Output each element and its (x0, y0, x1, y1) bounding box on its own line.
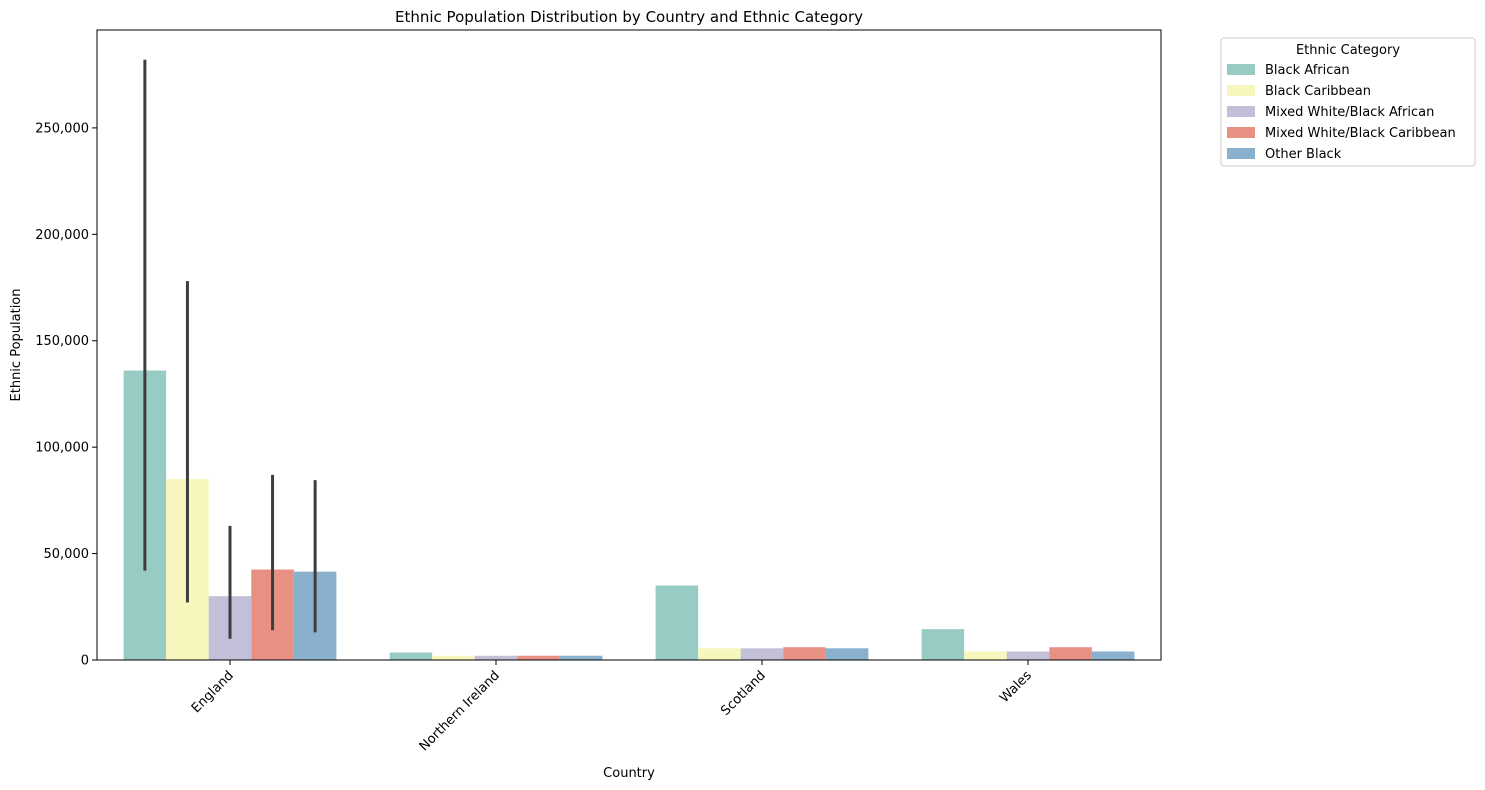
bar (474, 655, 518, 660)
x-tick-label: Wales (997, 668, 1035, 706)
y-tick-label: 200,000 (35, 228, 89, 243)
bar (1006, 651, 1050, 660)
x-axis-label: Country (603, 766, 655, 781)
bar (559, 655, 603, 660)
y-tick-label: 100,000 (35, 441, 89, 456)
y-tick-label: 150,000 (35, 334, 89, 349)
legend-frame (1220, 37, 1476, 167)
bar (389, 652, 433, 660)
legend-label: Black Caribbean (1265, 84, 1371, 99)
bar (517, 655, 560, 660)
bar (825, 648, 869, 660)
bar (783, 647, 826, 660)
legend-swatch (1227, 148, 1255, 159)
legend-title: Ethnic Category (1296, 43, 1400, 58)
chart-title: Ethnic Population Distribution by Countr… (395, 8, 863, 26)
legend-swatch (1227, 106, 1255, 117)
bar (698, 648, 741, 660)
legend-label: Other Black (1265, 147, 1342, 162)
y-tick-label: 50,000 (44, 547, 90, 562)
legend-label: Black African (1265, 63, 1350, 78)
legend-swatch (1227, 85, 1255, 96)
x-tick-label: Northern Ireland (417, 668, 503, 754)
plot-frame (96, 29, 1162, 661)
y-tick-label: 0 (81, 654, 89, 669)
legend-label: Mixed White/Black African (1265, 105, 1434, 120)
y-axis-label: Ethnic Population (9, 289, 24, 402)
legend-items: Black African Black Caribbean Mixed White/… (1227, 63, 1456, 162)
y-tick-label: 250,000 (35, 121, 89, 136)
bar (921, 629, 965, 660)
bar (432, 655, 475, 660)
bar (1091, 651, 1135, 660)
bar (964, 651, 1007, 660)
x-tick-label: England (189, 668, 237, 716)
legend: Ethnic Category Black African Black Carib… (1220, 37, 1476, 167)
bar (740, 648, 784, 660)
bars-layer (123, 370, 1135, 660)
error-bars-layer (143, 59, 317, 639)
bar (655, 585, 699, 660)
bar (1049, 647, 1092, 660)
x-axis: England Northern Ireland Scotland Wales (189, 660, 1035, 754)
x-tick-label: Scotland (718, 668, 769, 719)
y-axis: 0 50,000 100,000 150,000 200,000 250,000 (35, 121, 97, 669)
legend-label: Mixed White/Black Caribbean (1265, 126, 1456, 141)
legend-swatch (1227, 64, 1255, 75)
legend-swatch (1227, 127, 1255, 138)
